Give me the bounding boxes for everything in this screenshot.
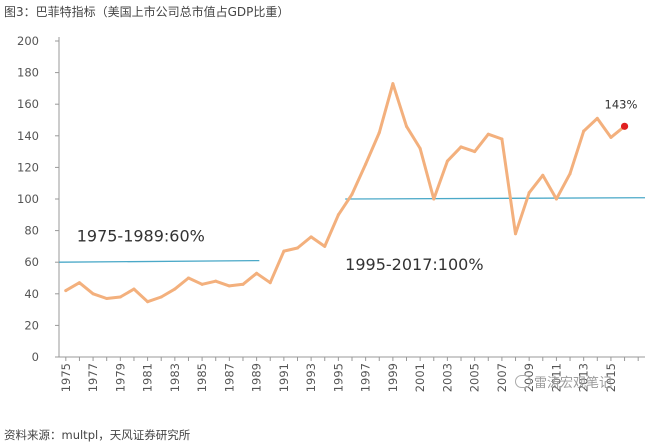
y-tick-label: 60 [24,255,39,269]
data-point [459,145,463,149]
x-tick-label: 1979 [113,363,127,392]
x-tick-label: 1997 [359,363,373,392]
highlight-label: 143% [605,97,638,111]
data-point [282,249,286,253]
data-point [568,172,572,176]
x-axis: 1975 1977 1979 1981 1983 1985 1987 1989 1991 1993… [59,356,645,392]
series-line [64,82,627,304]
x-tick-label: 1985 [195,363,209,392]
data-point [377,131,381,135]
data-point [445,159,449,163]
y-tick-label: 200 [17,34,39,48]
data-point [146,300,150,304]
x-tick-label: 1991 [277,363,291,392]
data-point [486,132,490,136]
data-point [418,146,422,150]
x-tick-label: 2015 [604,363,618,392]
data-point [309,235,313,239]
y-tick-label: 160 [17,97,39,111]
data-point [514,232,518,236]
data-point [405,124,409,128]
data-point [473,150,477,154]
data-point [186,276,190,280]
x-tick-label: 1977 [86,363,100,392]
y-tick-label: 140 [17,129,39,143]
reference-lines [58,197,646,263]
data-point [268,281,272,285]
x-tick-label: 2013 [577,363,591,392]
y-tick-label: 40 [24,287,39,301]
data-point [105,297,109,301]
figure-title: 图3：巴菲特指标（美国上市公司总市值占GDP比重） [4,5,290,19]
data-point [350,192,354,196]
x-tick-label: 2003 [440,363,454,392]
x-tick-label: 1993 [304,363,318,392]
y-tick-label: 100 [17,192,39,206]
data-point [64,289,68,293]
x-tick-label: 2005 [468,363,482,392]
source-note: 资料来源：multpl，天风证券研究所 [4,428,191,442]
data-point [227,284,231,288]
y-tick-label: 20 [24,318,39,332]
wechat-icon [515,375,531,388]
highlight-marker [620,122,629,130]
y-axis: 0 20 40 60 80 100 120 140 160 180 200 [17,34,60,364]
reference-line [345,197,646,200]
data-point [173,287,177,291]
series [64,82,627,304]
data-point [91,292,95,296]
data-point [132,287,136,291]
y-tick-label: 120 [17,160,39,174]
x-tick-label: 1999 [386,363,400,392]
x-tick-label: 2007 [495,363,509,392]
data-point [582,129,586,133]
data-point [200,282,204,286]
data-point [609,135,613,139]
data-point [364,162,368,166]
data-point [159,295,163,299]
data-point [527,191,531,195]
watermark-text: 雷涛宏观笔记 [534,376,613,391]
x-tick-label: 2001 [413,363,427,392]
data-point [295,246,299,250]
data-point [241,282,245,286]
x-tick-label: 1995 [331,363,345,392]
y-tick-label: 180 [17,66,39,80]
watermark: 雷涛宏观笔记 [515,372,612,391]
data-point [500,137,504,141]
chart: 0 20 40 60 80 100 120 140 160 180 200 1975 1977 1979… [17,34,646,392]
data-point [77,281,81,285]
data-point [323,244,327,248]
reference-line [58,259,260,263]
x-tick-label: 1981 [141,363,155,392]
annotations: 1975-1989:60% 1995-2017:100% 143% [77,97,638,274]
y-tick-label: 0 [32,350,39,364]
x-tick-label: 1975 [59,363,73,392]
data-point [336,213,340,217]
data-point [214,279,218,283]
x-tick-label: 1989 [250,363,264,392]
x-tick-label: 2011 [549,363,563,392]
data-point [255,271,259,275]
data-point [391,82,395,86]
data-point [432,197,436,201]
reference-label: 1975-1989:60% [77,227,205,246]
y-tick-label: 80 [24,224,39,238]
data-point [541,173,545,177]
x-tick-label: 1987 [222,363,236,392]
x-tick-label: 1983 [168,363,182,392]
data-point [554,197,558,201]
reference-label: 1995-2017:100% [345,255,483,274]
data-point [595,116,599,120]
data-point [118,295,122,299]
